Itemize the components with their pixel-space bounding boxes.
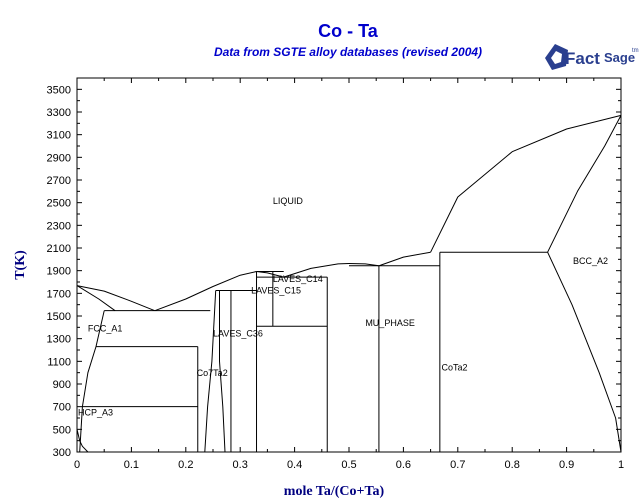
y-tick-label: 1500 — [47, 311, 71, 323]
y-tick-label: 2900 — [47, 152, 71, 164]
factsage-emblem-icon — [545, 44, 568, 70]
y-tick-label: 300 — [53, 447, 71, 459]
boundary-c15-left-solvus — [204, 290, 217, 453]
y-tick-label: 2300 — [47, 220, 71, 232]
chart-subtitle: Data from SGTE alloy databases (revised … — [214, 45, 482, 59]
boundary-liquidus-mu-fall — [348, 263, 379, 267]
y-tick-label: 900 — [53, 379, 71, 391]
logo-tm: tm — [632, 48, 639, 54]
y-tick-label: 2100 — [47, 243, 71, 255]
y-tick-label: 1300 — [47, 334, 71, 346]
x-tick-label: 0.7 — [450, 459, 465, 471]
x-tick-label: 0.9 — [559, 459, 574, 471]
y-tick-label: 1900 — [47, 266, 71, 278]
boundary-liquidus-cota2 — [378, 251, 431, 267]
x-tick-label: 0 — [74, 459, 80, 471]
y-tick-label: 2500 — [47, 198, 71, 210]
y-tick-label: 3300 — [47, 107, 71, 119]
region-label: MU_PHASE — [365, 318, 415, 328]
logo-fact: Fact — [565, 49, 600, 68]
chart-title: Co - Ta — [318, 21, 379, 41]
boundary-fcc-solvus-right — [76, 429, 89, 453]
y-tick-label: 500 — [53, 424, 71, 436]
x-tick-label: 0.6 — [396, 459, 411, 471]
x-axis-label: mole Ta/(Co+Ta) — [284, 484, 385, 499]
region-label: LAVES_C14 — [273, 274, 323, 284]
y-tick-label: 1700 — [47, 288, 71, 300]
boundary-c15-right-solvus — [219, 290, 226, 453]
x-tick-label: 0.2 — [178, 459, 193, 471]
y-tick-label: 3500 — [47, 84, 71, 96]
y-axis-label: T(K) — [13, 250, 28, 280]
y-tick-label: 1100 — [47, 356, 71, 368]
y-tick-label: 2700 — [47, 175, 71, 187]
x-tick-label: 0.3 — [233, 459, 248, 471]
y-axis: 300 500 700 900 1100 1300 1500 1700 1900 2100 2300… — [47, 84, 621, 459]
logo-sage: Sage — [604, 50, 635, 65]
y-tick-label: 3100 — [47, 130, 71, 142]
factsage-logo: Fact Sage tm — [545, 44, 639, 70]
boundary-liquidus-c14 — [256, 271, 284, 278]
region-label: LIQUID — [273, 196, 304, 206]
boundary-liquidus-co-side — [76, 285, 155, 312]
x-tick-label: 0.8 — [505, 459, 520, 471]
x-tick-label: 0.5 — [341, 459, 356, 471]
region-label: BCC_A2 — [573, 256, 608, 266]
x-tick-label: 0.1 — [124, 459, 139, 471]
plot-frame — [76, 77, 622, 453]
boundary-liquidus-bcc — [430, 114, 622, 253]
boundary-solidus-bcc — [547, 115, 622, 253]
boundary-liquidus-mu-rise — [283, 263, 350, 278]
region-label: CoTa2 — [441, 362, 467, 372]
y-tick-label: 700 — [53, 402, 71, 414]
x-axis: 0 0.1 0.2 0.3 0.4 0.5 0.6 0.7 0.8 0.9 1 — [74, 78, 624, 471]
x-tick-label: 1 — [618, 459, 624, 471]
boundary-liquidus-c15 — [154, 271, 257, 312]
boundary-bcc-solvus — [547, 251, 622, 453]
region-label: LAVES_C15 — [251, 285, 301, 295]
region-label: Co7Ta2 — [197, 368, 228, 378]
region-label: HCP_A3 — [78, 408, 113, 418]
boundary-solidus-fcc — [76, 285, 116, 312]
region-label: LAVES_C36 — [213, 328, 263, 338]
x-tick-label: 0.4 — [287, 459, 302, 471]
boundary-fcc-solvus-left — [79, 310, 105, 453]
phase-boundaries — [76, 114, 622, 453]
region-label: FCC_A1 — [88, 323, 123, 333]
